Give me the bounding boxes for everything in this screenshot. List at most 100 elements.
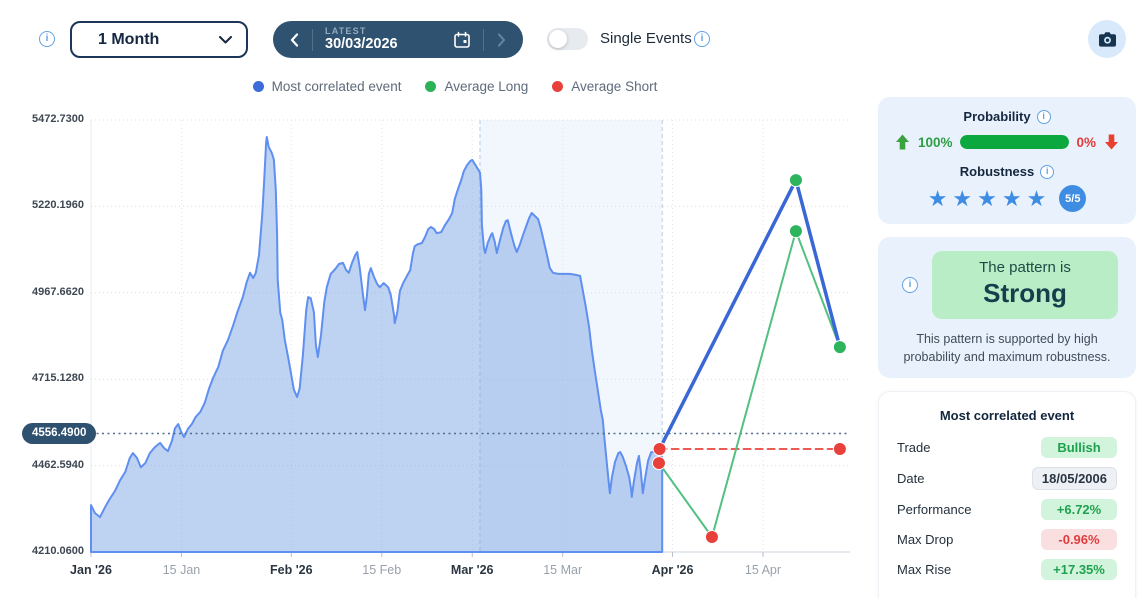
legend-item[interactable]: Most correlated event [252, 79, 401, 94]
chart-canvas[interactable] [0, 105, 868, 598]
pattern-info-icon[interactable]: i [902, 277, 918, 293]
event-row-label: Date [897, 471, 925, 487]
series-average-long[interactable] [658, 230, 841, 538]
divider [312, 28, 313, 51]
event-row-value: 18/05/2006 [1031, 467, 1117, 491]
event-row-value: Bullish [1041, 437, 1117, 459]
y-tick-label: 4967.6620 [32, 285, 84, 298]
chevron-left-icon [290, 32, 299, 47]
event-row: Max Rise +17.35% [897, 559, 1117, 581]
pattern-card-top: i The pattern is Strong [894, 249, 1120, 319]
event-row-value: +6.72% [1041, 499, 1117, 521]
price-area-series[interactable] [90, 136, 664, 553]
robustness-badge: 5/5 [1059, 185, 1087, 212]
reference-price-label: 4556.4900 [22, 422, 97, 444]
event-row-label: Performance [897, 502, 972, 518]
single-events-toggle[interactable] [547, 28, 588, 50]
x-tick-label: 15 Mar [543, 563, 583, 577]
star-icons: ★★★★★ [927, 185, 1052, 211]
chevron-right-icon [497, 32, 506, 47]
y-tick-label: 4462.5940 [32, 458, 84, 471]
x-tick-label: Jan '26 [70, 563, 112, 577]
red-marker-dot[interactable] [652, 442, 667, 457]
red-marker-dot[interactable] [704, 529, 719, 544]
legend-item[interactable]: Average Short [552, 79, 657, 94]
chart-legend: Most correlated event Average Long Average… [0, 79, 868, 94]
legend-label: Average Short [571, 79, 658, 94]
camera-icon [1098, 31, 1116, 47]
robustness-title: Robustness i [894, 164, 1120, 179]
prev-date-button[interactable] [283, 32, 306, 48]
green-marker-dot[interactable] [832, 340, 847, 355]
legend-dot-icon [552, 81, 564, 92]
robustness-stars-row: ★★★★★ 5/5 [894, 185, 1120, 212]
price-chart[interactable]: 5472.7300 5220.1960 4967.6620 4715.1280 4462… [0, 105, 868, 598]
calendar-button[interactable] [447, 31, 477, 49]
event-row: Max Drop -0.96% [897, 529, 1117, 551]
legend-item[interactable]: Average Long [425, 79, 528, 94]
event-row: Date 18/05/2006 [897, 467, 1117, 491]
x-tick-label: 15 Feb [362, 563, 402, 577]
pattern-card: i The pattern is Strong This pattern is … [878, 237, 1136, 379]
pattern-description: This pattern is supported by high probab… [903, 332, 1111, 365]
x-tick-label: Mar '26 [450, 563, 494, 577]
single-events-info-icon[interactable]: i [694, 31, 710, 47]
calendar-icon [454, 31, 470, 48]
x-tick-label: Apr '26 [651, 563, 694, 577]
x-tick-label: 15 Jan [162, 563, 201, 577]
y-tick-label: 4715.1280 [32, 372, 84, 385]
event-card: Most correlated event Trade Bullish Date 18… [878, 391, 1136, 598]
red-marker-dot[interactable] [832, 442, 847, 457]
event-row: Performance +6.72% [897, 499, 1117, 521]
y-tick-label: 5220.1960 [32, 199, 84, 212]
legend-dot-icon [425, 81, 437, 92]
legend-label: Average Long [444, 79, 529, 94]
probability-info-icon[interactable]: i [1036, 109, 1051, 124]
pattern-strength: Strong [983, 278, 1067, 308]
event-row-label: Max Rise [897, 562, 952, 578]
y-tick-label: 4210.0600 [32, 545, 84, 557]
period-select[interactable]: 1 Month [70, 21, 248, 58]
probability-title: Probability i [894, 109, 1120, 124]
event-row: Trade Bullish [897, 437, 1117, 459]
date-display: LATEST 30/03/2026 [325, 26, 441, 53]
probability-bar-track [959, 135, 1070, 149]
single-events-label: Single Events [600, 30, 692, 47]
probability-card: Probability i 100% 0% Robustness i [878, 97, 1136, 224]
event-row-value: -0.96% [1041, 529, 1117, 551]
robustness-info-icon[interactable]: i [1040, 164, 1055, 179]
legend-dot-icon [252, 81, 264, 92]
period-info-icon[interactable]: i [39, 31, 55, 47]
next-date-button[interactable] [490, 32, 513, 48]
latest-label: LATEST [325, 25, 367, 36]
y-tick-label: 5472.7300 [32, 113, 84, 125]
x-tick-label: 15 Apr [744, 563, 782, 577]
series-most-correlated-event[interactable] [657, 178, 842, 451]
event-row-label: Max Drop [897, 532, 954, 548]
event-row-label: Trade [897, 440, 931, 456]
period-select-value: 1 Month [98, 30, 160, 48]
stats-sidebar: Probability i 100% 0% Robustness i [878, 97, 1136, 598]
date-navigator: LATEST 30/03/2026 [273, 21, 523, 58]
event-row-value: +17.35% [1041, 559, 1117, 581]
toggle-knob [549, 30, 567, 48]
pattern-strength-box: The pattern is Strong [932, 251, 1118, 319]
probability-bar-fill [959, 135, 1070, 149]
arrow-up-icon [896, 134, 909, 150]
probability-up-value: 100% [918, 134, 953, 150]
probability-down-value: 0% [1076, 134, 1096, 150]
green-marker-dot[interactable] [788, 224, 803, 239]
current-date: 30/03/2026 [325, 36, 398, 53]
green-marker-dot[interactable] [788, 173, 803, 188]
probability-bar-row: 100% 0% [894, 134, 1120, 150]
x-tick-label: Feb '26 [270, 563, 313, 577]
red-marker-dot[interactable] [651, 456, 666, 471]
divider [483, 28, 484, 51]
pattern-prefix: The pattern is [979, 259, 1071, 276]
arrow-down-icon [1105, 134, 1118, 150]
event-card-title: Most correlated event [939, 408, 1075, 424]
screenshot-button[interactable] [1088, 20, 1126, 58]
chevron-down-icon [219, 35, 232, 43]
probability-title-text: Probability [963, 109, 1031, 124]
